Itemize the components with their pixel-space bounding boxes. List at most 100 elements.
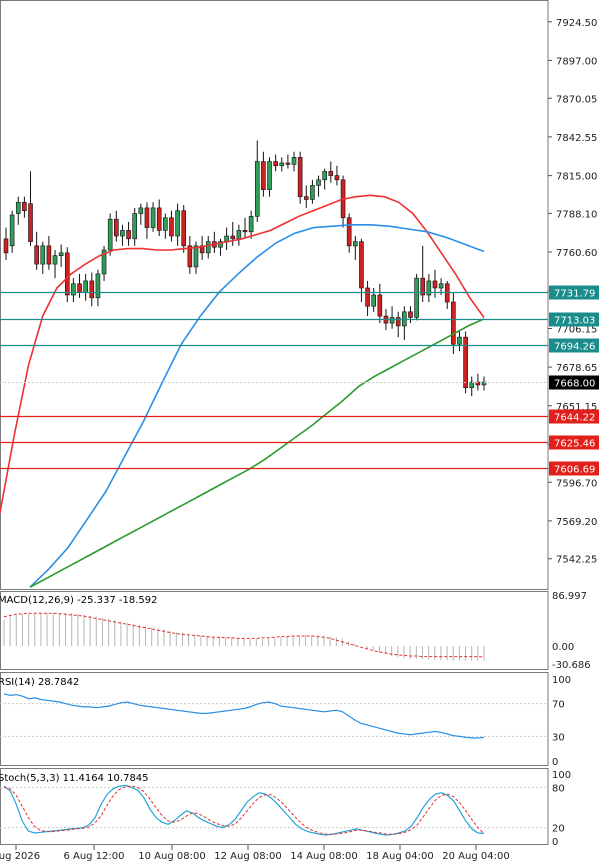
candle-body[interactable] bbox=[457, 336, 462, 345]
candle-body[interactable] bbox=[469, 381, 475, 389]
candle-body[interactable] bbox=[107, 218, 113, 251]
candle-body[interactable] bbox=[46, 245, 52, 265]
candle-body[interactable] bbox=[83, 280, 88, 293]
candle-body[interactable] bbox=[426, 280, 432, 296]
price-y-tick-label: 7897.00 bbox=[556, 56, 597, 67]
candle-body[interactable] bbox=[114, 218, 119, 237]
price-y-tick-label: 7815.00 bbox=[556, 172, 597, 183]
candle-body[interactable] bbox=[254, 161, 260, 217]
candle-body[interactable] bbox=[34, 245, 39, 265]
candle-body[interactable] bbox=[169, 217, 174, 237]
stoch-panel-frame bbox=[0, 768, 549, 845]
candle-body[interactable] bbox=[77, 283, 82, 293]
x-tick-label: 10 Aug 08:00 bbox=[138, 851, 205, 862]
candle-body[interactable] bbox=[451, 301, 456, 345]
stoch-y-tick-label: 100 bbox=[552, 770, 571, 781]
level-label: 7694.26 bbox=[554, 342, 595, 353]
candle-body[interactable] bbox=[402, 311, 407, 327]
candle-body[interactable] bbox=[138, 207, 144, 214]
price-y-tick-label: 7596.70 bbox=[556, 478, 597, 489]
candle-body[interactable] bbox=[156, 207, 162, 231]
candle-body[interactable] bbox=[316, 179, 321, 186]
x-tick-label: 18 Aug 04:00 bbox=[366, 851, 433, 862]
candle-body[interactable] bbox=[371, 294, 376, 307]
candle-body[interactable] bbox=[15, 201, 21, 214]
candle-body[interactable] bbox=[310, 185, 315, 200]
candle-body[interactable] bbox=[187, 245, 193, 268]
candle-body[interactable] bbox=[346, 217, 352, 247]
candle-body[interactable] bbox=[242, 230, 248, 233]
candle-body[interactable] bbox=[89, 280, 95, 299]
candle-body[interactable] bbox=[414, 277, 419, 318]
candle-body[interactable] bbox=[22, 201, 27, 212]
candle-body[interactable] bbox=[126, 230, 131, 240]
candle-body[interactable] bbox=[334, 175, 340, 181]
candle-body[interactable] bbox=[328, 171, 334, 176]
candle-body[interactable] bbox=[236, 230, 242, 240]
candle-body[interactable] bbox=[144, 207, 150, 228]
candle-body[interactable] bbox=[395, 317, 401, 327]
price-y-tick-label: 7788.10 bbox=[556, 209, 597, 220]
candle-body[interactable] bbox=[230, 235, 236, 240]
candle-body[interactable] bbox=[181, 210, 187, 247]
current-price-label: 7668.00 bbox=[554, 379, 595, 390]
candle-body[interactable] bbox=[279, 162, 285, 167]
candle-body[interactable] bbox=[71, 283, 76, 296]
candle-body[interactable] bbox=[3, 238, 9, 254]
level-label: 7713.03 bbox=[554, 316, 595, 327]
rsi-panel-frame bbox=[0, 672, 549, 766]
price-y-tick-label: 7924.50 bbox=[556, 18, 597, 29]
ema-mid-line bbox=[29, 224, 485, 588]
candle-body[interactable] bbox=[120, 230, 125, 237]
candle-body[interactable] bbox=[205, 241, 211, 254]
candle-body[interactable] bbox=[353, 241, 358, 247]
candle-body[interactable] bbox=[101, 249, 107, 275]
candles bbox=[3, 140, 487, 397]
candle-body[interactable] bbox=[150, 207, 156, 228]
candle-body[interactable] bbox=[52, 255, 58, 265]
candle-body[interactable] bbox=[28, 203, 33, 242]
ema-slow-line bbox=[29, 318, 485, 588]
candle-body[interactable] bbox=[175, 210, 180, 237]
candle-body[interactable] bbox=[377, 294, 383, 317]
stoch-d-line bbox=[3, 785, 485, 835]
rsi-y-tick-label: 0 bbox=[552, 757, 558, 768]
candle-body[interactable] bbox=[389, 317, 395, 324]
candle-body[interactable] bbox=[322, 171, 327, 181]
candle-body[interactable] bbox=[248, 216, 254, 233]
candle-body[interactable] bbox=[359, 241, 364, 289]
candle-body[interactable] bbox=[432, 280, 438, 289]
candle-body[interactable] bbox=[408, 311, 413, 318]
candle-body[interactable] bbox=[291, 157, 297, 165]
x-tick-label: 20 Aug 04:00 bbox=[442, 851, 509, 862]
candle-body[interactable] bbox=[95, 273, 101, 299]
candle-body[interactable] bbox=[365, 287, 370, 307]
level-tag bbox=[549, 312, 599, 327]
candle-body[interactable] bbox=[273, 161, 278, 167]
candle-body[interactable] bbox=[297, 157, 303, 197]
candle-body[interactable] bbox=[9, 214, 15, 247]
level-label: 7644.22 bbox=[554, 413, 595, 424]
candle-body[interactable] bbox=[193, 245, 199, 268]
candle-body[interactable] bbox=[218, 241, 223, 248]
candle-body[interactable] bbox=[261, 161, 266, 190]
level-tag bbox=[549, 285, 599, 300]
candle-body[interactable] bbox=[58, 252, 64, 256]
candle-body[interactable] bbox=[285, 162, 291, 165]
candle-body[interactable] bbox=[463, 336, 468, 389]
candle-body[interactable] bbox=[40, 245, 46, 265]
candle-body[interactable] bbox=[303, 196, 309, 200]
stoch-y-tick-label: 0 bbox=[552, 837, 558, 848]
candle-body[interactable] bbox=[420, 277, 426, 296]
candle-body[interactable] bbox=[438, 283, 444, 289]
macd-y-tick-label: 0.00 bbox=[552, 642, 574, 653]
price-y-tick-label: 7760.60 bbox=[556, 248, 597, 259]
candle-body[interactable] bbox=[64, 252, 70, 296]
candle-body[interactable] bbox=[163, 217, 168, 231]
rsi-y-tick-label: 70 bbox=[552, 700, 565, 711]
candle-body[interactable] bbox=[132, 213, 137, 240]
macd-y-tick-label: -30.686 bbox=[552, 660, 591, 671]
candle-body[interactable] bbox=[267, 161, 272, 190]
